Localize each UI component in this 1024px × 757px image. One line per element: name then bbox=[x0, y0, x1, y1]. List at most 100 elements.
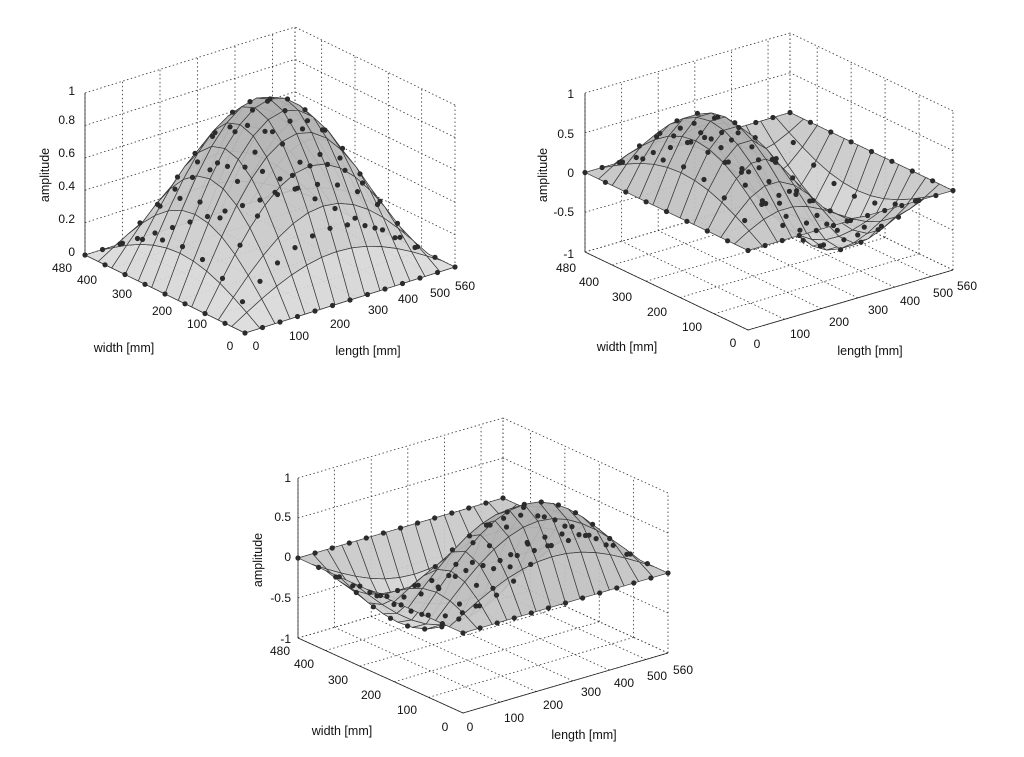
measurement-point bbox=[542, 534, 548, 540]
measurement-point bbox=[459, 610, 465, 616]
measurement-point bbox=[800, 237, 806, 243]
measurement-point bbox=[508, 552, 514, 558]
measurement-point bbox=[277, 319, 283, 325]
measurement-point bbox=[227, 124, 233, 130]
measurement-point bbox=[665, 570, 671, 576]
measurement-point bbox=[470, 540, 476, 546]
measurement-point bbox=[776, 200, 783, 206]
y-tick-label: 300 bbox=[112, 287, 132, 301]
measurement-point bbox=[274, 260, 281, 266]
measurement-point bbox=[418, 591, 424, 597]
measurement-point bbox=[739, 166, 745, 172]
measurement-point bbox=[137, 220, 143, 226]
measurement-point bbox=[677, 125, 683, 131]
measurement-point bbox=[122, 271, 128, 278]
x-axis-label: length [mm] bbox=[551, 728, 616, 742]
surface-patch bbox=[425, 255, 456, 273]
measurement-point bbox=[374, 593, 380, 599]
measurement-point bbox=[219, 275, 226, 281]
measurement-point bbox=[602, 179, 609, 185]
measurement-point bbox=[252, 149, 258, 155]
measurement-point bbox=[209, 133, 216, 139]
measurement-point bbox=[284, 96, 291, 102]
measurement-point bbox=[538, 499, 544, 505]
floor-gridline bbox=[679, 237, 886, 298]
measurement-point bbox=[518, 512, 524, 518]
y-tick-label: 480 bbox=[270, 644, 290, 658]
measurement-point bbox=[899, 202, 905, 209]
x-tick-label: 300 bbox=[368, 303, 388, 317]
measurement-point bbox=[473, 603, 479, 609]
measurement-point bbox=[746, 169, 752, 175]
y-axis-label: width [mm] bbox=[596, 340, 657, 354]
measurement-point bbox=[650, 149, 656, 156]
surface-mesh bbox=[297, 497, 670, 634]
measurement-point bbox=[397, 525, 404, 531]
x-tick-label: 300 bbox=[868, 303, 888, 317]
measurement-point bbox=[434, 269, 441, 276]
measurement-point bbox=[274, 191, 281, 198]
measurement-point bbox=[872, 200, 878, 206]
measurement-point bbox=[912, 198, 919, 204]
measurement-point bbox=[811, 162, 817, 168]
measurement-point bbox=[316, 564, 322, 571]
measurement-point bbox=[324, 161, 331, 167]
measurement-point bbox=[222, 208, 228, 214]
measurement-point bbox=[755, 157, 762, 163]
measurement-point bbox=[435, 584, 441, 590]
measurement-point bbox=[327, 225, 333, 231]
measurement-point bbox=[623, 189, 629, 195]
measurement-point bbox=[704, 228, 710, 234]
measurement-point bbox=[439, 624, 445, 630]
measurement-point bbox=[643, 199, 649, 205]
measurement-point bbox=[372, 225, 378, 231]
back-wall-gridline bbox=[584, 32, 791, 94]
measurement-point bbox=[521, 504, 527, 510]
z-axis-label: amplitude bbox=[251, 533, 265, 587]
y-tick-label: 200 bbox=[361, 688, 381, 702]
measurement-point bbox=[766, 178, 772, 185]
measurement-point bbox=[232, 129, 238, 135]
measurement-point bbox=[494, 620, 500, 626]
measurement-point bbox=[510, 578, 517, 584]
measurement-point bbox=[374, 201, 381, 208]
measurement-point bbox=[395, 587, 401, 594]
x-tick-label: 560 bbox=[455, 279, 475, 293]
x-tick-label: 0 bbox=[467, 720, 474, 734]
measurement-point bbox=[189, 174, 196, 180]
floor-gridline bbox=[428, 636, 634, 698]
measurement-point bbox=[398, 602, 404, 608]
measurement-point bbox=[257, 278, 263, 284]
y-tick-label: 400 bbox=[294, 657, 314, 671]
x-tick-label: 500 bbox=[647, 669, 667, 683]
measurement-point bbox=[491, 566, 497, 572]
measurement-point bbox=[580, 595, 586, 601]
measurement-point bbox=[736, 124, 742, 131]
measurement-point bbox=[169, 224, 176, 231]
measurement-point bbox=[357, 583, 363, 589]
measurement-point bbox=[242, 330, 248, 336]
measurement-point bbox=[159, 237, 166, 243]
measurement-point bbox=[174, 174, 181, 180]
z-axis-label: amplitude bbox=[536, 148, 550, 202]
measurement-point bbox=[262, 128, 268, 134]
y-tick-label: 400 bbox=[77, 273, 97, 287]
measurement-point bbox=[353, 589, 359, 596]
z-tick-label: -0.5 bbox=[553, 205, 574, 219]
measurement-point bbox=[204, 213, 211, 220]
x-axis-label: length [mm] bbox=[837, 344, 902, 358]
measurement-point bbox=[82, 252, 88, 258]
measurement-point bbox=[172, 186, 178, 192]
measurement-point bbox=[565, 537, 572, 544]
z-tick-label: 1 bbox=[284, 471, 291, 485]
x-tick-label: 500 bbox=[933, 286, 953, 300]
measurement-point bbox=[350, 583, 356, 589]
measurement-point bbox=[432, 254, 438, 260]
measurement-point bbox=[614, 585, 620, 591]
measurement-point bbox=[429, 577, 435, 584]
measurement-point bbox=[616, 159, 622, 166]
measurement-point bbox=[292, 186, 298, 192]
measurement-point bbox=[319, 127, 326, 133]
measurement-point bbox=[504, 509, 510, 515]
